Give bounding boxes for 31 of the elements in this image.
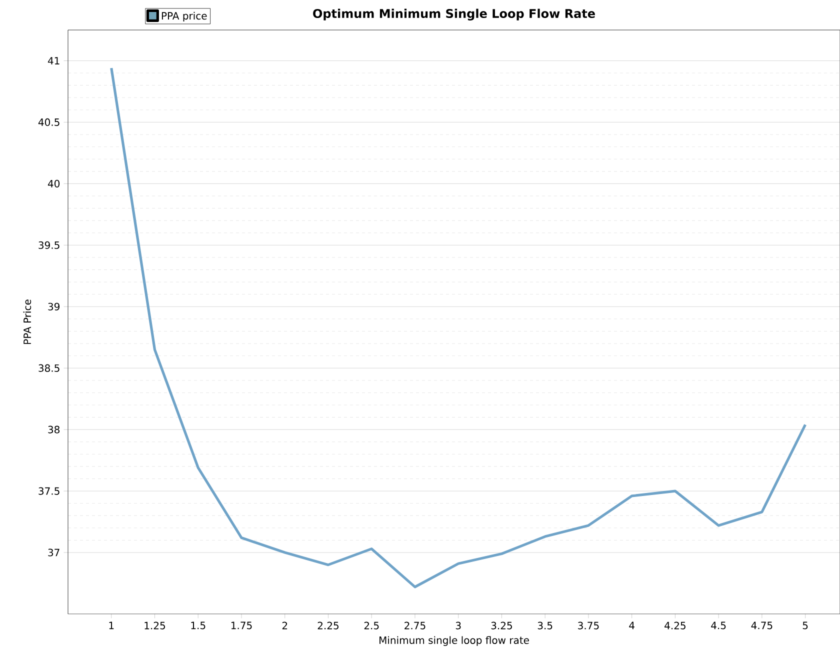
- y-tick-label: 40: [48, 180, 60, 188]
- x-tick-label: 3.75: [578, 622, 599, 630]
- x-tick-label: 4.75: [751, 622, 772, 630]
- x-tick-label: 2.75: [404, 622, 426, 630]
- y-tick-label: 37: [48, 548, 60, 556]
- x-tick-label: 1.75: [231, 622, 252, 630]
- y-tick-label: 38.5: [38, 364, 60, 372]
- x-tick-label: 3: [456, 622, 461, 630]
- x-tick-label: 1.25: [144, 622, 165, 630]
- x-tick-label: 4.5: [711, 622, 726, 630]
- y-tick-label: 39.5: [38, 241, 60, 249]
- x-tick-label: 2.5: [364, 622, 379, 630]
- x-tick-label: 3.25: [491, 622, 512, 630]
- x-axis-title: Minimum single loop flow rate: [380, 636, 529, 646]
- x-tick-label: 3.5: [538, 622, 552, 630]
- y-tick-label: 37.5: [38, 487, 60, 495]
- line-series: [110, 66, 807, 588]
- x-tick-label: 1.5: [191, 622, 206, 630]
- y-tick-label: 38: [48, 426, 60, 434]
- x-tick-label: 2.25: [318, 622, 338, 630]
- y-tick-label: 40.5: [38, 118, 60, 126]
- y-tick-label: 39: [48, 302, 60, 310]
- x-tick-label: 4.25: [664, 622, 686, 630]
- y-tick-label: 41: [48, 57, 60, 64]
- x-tick-label: 2: [282, 622, 288, 630]
- chart-title: Optimum Minimum Single Loop Flow Rate: [313, 8, 595, 20]
- x-tick-label: 5: [802, 622, 808, 630]
- y-axis-title: PPA Price: [23, 300, 32, 344]
- x-tick-label: 1: [109, 622, 114, 630]
- legend-label: PPA price: [162, 12, 207, 22]
- x-tick-label: 4: [629, 622, 634, 630]
